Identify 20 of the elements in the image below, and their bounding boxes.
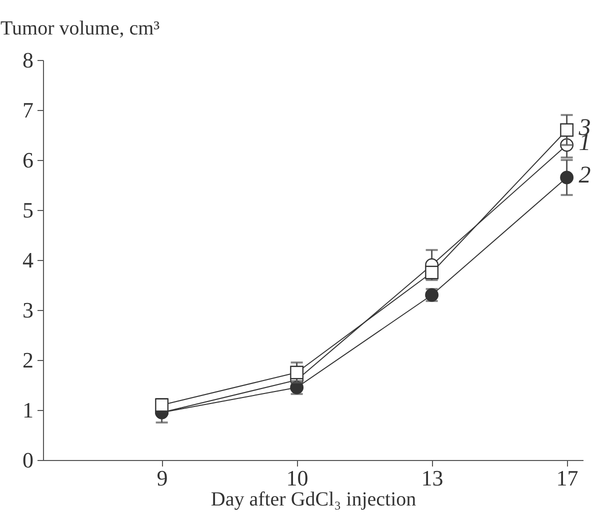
y-tick-label: 6 xyxy=(22,148,34,172)
point xyxy=(560,170,574,184)
series-label: 2 xyxy=(578,162,591,188)
y-tick-label: 3 xyxy=(22,298,34,322)
y-axis-title: Tumor volume, cm³ xyxy=(0,18,160,40)
y-tick-label: 4 xyxy=(22,248,34,272)
point xyxy=(290,366,304,380)
y-tick-label: 5 xyxy=(22,198,34,222)
y-tick-label: 8 xyxy=(22,48,34,72)
y-tick-label: 2 xyxy=(22,348,34,372)
point xyxy=(560,123,574,137)
x-tick-label: 13 xyxy=(421,466,444,490)
y-tick-label: 1 xyxy=(22,398,34,422)
y-tick-label: 0 xyxy=(22,448,34,472)
y-tick-label: 7 xyxy=(22,98,34,122)
x-tick-label: 17 xyxy=(556,466,578,490)
x-tick-label: 10 xyxy=(286,466,308,490)
point xyxy=(425,266,439,280)
x-axis-title: Day after GdCl₃ injection xyxy=(210,488,416,510)
x-tick-label: 9 xyxy=(156,466,168,490)
